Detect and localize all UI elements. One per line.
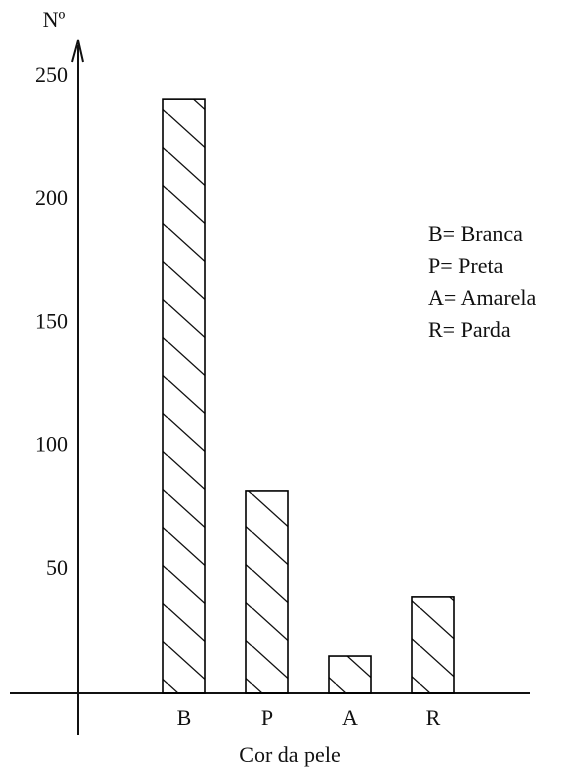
y-axis-arrow (71, 39, 84, 63)
x-tick-label: R (426, 705, 441, 730)
x-tick-label: A (342, 705, 358, 730)
bar (162, 98, 206, 694)
bar (245, 490, 289, 694)
x-tick-label: B (177, 705, 192, 730)
y-axis-label: Nº (43, 7, 66, 32)
legend-entry: A= Amarela (428, 285, 537, 310)
x-axis-label: Cor da pele (239, 742, 340, 767)
x-tick-label: P (261, 705, 273, 730)
bar (411, 596, 455, 694)
y-tick-label: 100 (35, 432, 68, 457)
bar (328, 655, 372, 694)
y-tick-label: 150 (35, 308, 68, 333)
legend-entry: P= Preta (428, 253, 504, 278)
y-tick-label: 250 (35, 62, 68, 87)
legend-entry: B= Branca (428, 221, 523, 246)
legend-entry: R= Parda (428, 317, 511, 342)
y-tick-label: 50 (46, 555, 68, 580)
y-tick-label: 200 (35, 185, 68, 210)
